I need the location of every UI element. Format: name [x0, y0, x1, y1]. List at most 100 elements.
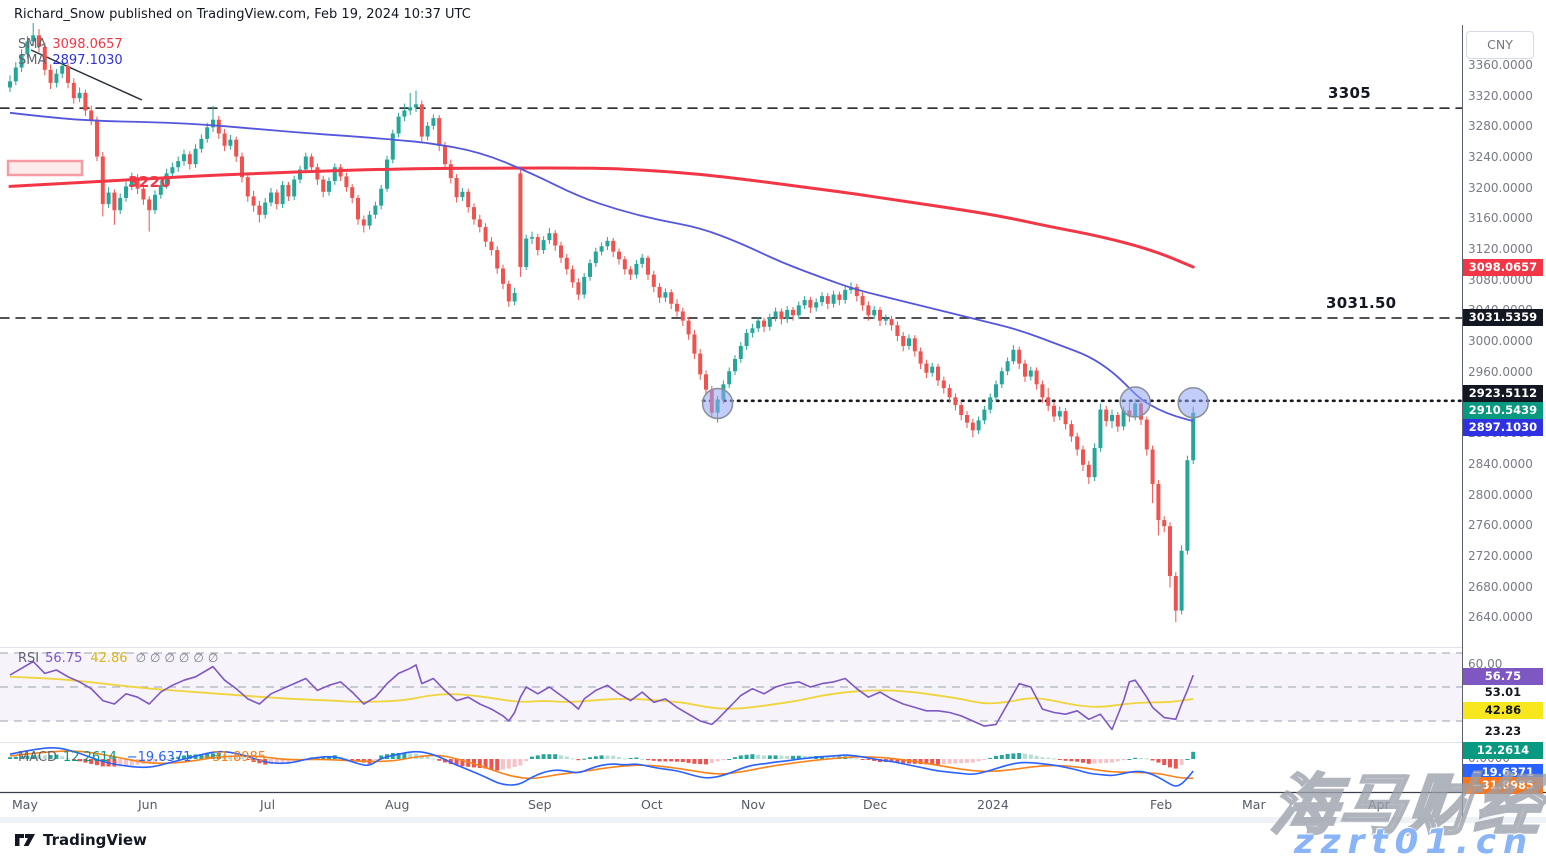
macd-histogram-bar [501, 759, 505, 770]
candle-body [1121, 410, 1126, 427]
macd-histogram-bar [251, 759, 256, 762]
axis-tag-value: −31.8985 [1463, 776, 1543, 794]
candle-body [530, 237, 534, 239]
macd-histogram-bar [1179, 759, 1184, 765]
candle-body [564, 257, 569, 270]
candle-body [756, 320, 761, 329]
candle-body [106, 192, 111, 205]
macd-histogram-bar [1185, 759, 1190, 760]
candle-body [1110, 414, 1114, 422]
macd-histogram-bar [947, 759, 952, 764]
candle-body [269, 192, 273, 203]
time-axis-label: Dec [863, 797, 888, 812]
macd-histogram-bar [941, 759, 946, 765]
hidden-indicator-icon[interactable]: ∅ [135, 651, 147, 665]
candle-body [965, 414, 969, 423]
macd-histogram-bar [466, 759, 471, 767]
candle-body [680, 311, 685, 321]
macd-histogram-bar [1139, 758, 1143, 760]
macd-histogram-bar [1040, 757, 1045, 759]
candle-body [901, 335, 906, 346]
candle-body [77, 92, 82, 99]
time-axis-label: Mar [1242, 797, 1266, 812]
candle-body [170, 167, 175, 174]
candle-body [762, 320, 766, 327]
macd-histogram-bar [1104, 759, 1109, 763]
candle-body [71, 82, 76, 99]
candle-body [663, 292, 668, 298]
candle-body [738, 345, 743, 359]
time-axis-label: May [12, 797, 38, 812]
macd-histogram-bar [1127, 759, 1132, 760]
macd-histogram-bar [773, 755, 778, 759]
price-axis-label: 3080.0000 [1468, 272, 1533, 287]
price-axis-label: 3200.0000 [1468, 180, 1533, 195]
candle-body [599, 246, 604, 252]
candle-body [999, 371, 1004, 385]
macd-histogram-bar [733, 757, 737, 759]
macd-histogram-bar [675, 759, 679, 762]
macd-histogram-bar [234, 756, 239, 759]
candle-body [657, 286, 662, 298]
macd-histogram-bar [611, 755, 616, 759]
candle-body [1191, 412, 1196, 461]
candle-body [831, 294, 836, 304]
candle-body [251, 196, 256, 206]
candle-body [744, 332, 749, 346]
candle-body [779, 311, 784, 320]
candle-body [48, 69, 53, 83]
candle-body [982, 409, 987, 421]
candle-body [327, 181, 331, 192]
axis-bottom-strip [0, 817, 1546, 823]
sma-fast-line [9, 111, 1194, 422]
candle-body [158, 184, 163, 195]
hidden-indicator-icon[interactable]: ∅ [150, 651, 161, 665]
macd-histogram-bar [593, 756, 598, 759]
macd-histogram-bar [205, 753, 210, 759]
candle-body [60, 66, 65, 74]
candle-body [767, 317, 772, 327]
candle-body [83, 92, 88, 111]
hidden-indicator-icon[interactable]: ∅ [207, 651, 219, 665]
candle-body [843, 289, 848, 300]
macd-histogram-bar [1063, 759, 1068, 761]
macd-legend-value: −31.8985 [201, 750, 267, 765]
macd-histogram-bar [738, 755, 743, 759]
macd-histogram-bar [228, 755, 233, 759]
candle-body [872, 309, 877, 316]
tradingview-footer[interactable]: TradingView [14, 831, 147, 849]
candle-body [54, 73, 59, 83]
hidden-indicator-icon[interactable]: ∅ [193, 651, 204, 665]
price-axis-label: 3360.0000 [1468, 58, 1533, 72]
axis-tag-value: 3031.5359 [1463, 308, 1543, 326]
candle-body [912, 338, 917, 352]
macd-histogram-bar [1144, 758, 1149, 760]
macd-histogram-bar [448, 759, 453, 765]
price-axis-label: 3240.0000 [1468, 150, 1533, 165]
macd-histogram-bar [825, 756, 830, 759]
hidden-indicator-icon[interactable]: ∅ [164, 651, 175, 665]
time-axis-label: Sep [528, 797, 552, 812]
hidden-indicator-icon[interactable]: ∅ [178, 651, 190, 665]
macd-histogram-bar [646, 759, 650, 761]
macd-histogram-bar [31, 755, 36, 759]
macd-histogram-bar [570, 758, 575, 760]
candle-body [541, 240, 546, 251]
watermark-url: zzrt01.cn [1294, 822, 1535, 857]
macd-histogram-bar [89, 759, 94, 764]
candle-body [13, 67, 18, 82]
candle-body [941, 380, 946, 389]
price-axis-label: 3120.0000 [1468, 242, 1533, 257]
price-axis-label: 3320.0000 [1468, 88, 1533, 103]
candle-body [1150, 449, 1155, 485]
highlight-circle [1119, 386, 1151, 418]
time-axis-label: 2024 [977, 797, 1009, 812]
currency-button[interactable]: CNY [1466, 31, 1534, 59]
macd-histogram-bar [762, 755, 766, 759]
candle-body [518, 173, 523, 267]
candle-body [947, 388, 952, 398]
macd-histogram-bar [356, 759, 360, 762]
candle-body [385, 159, 389, 189]
candle-body [970, 422, 975, 431]
